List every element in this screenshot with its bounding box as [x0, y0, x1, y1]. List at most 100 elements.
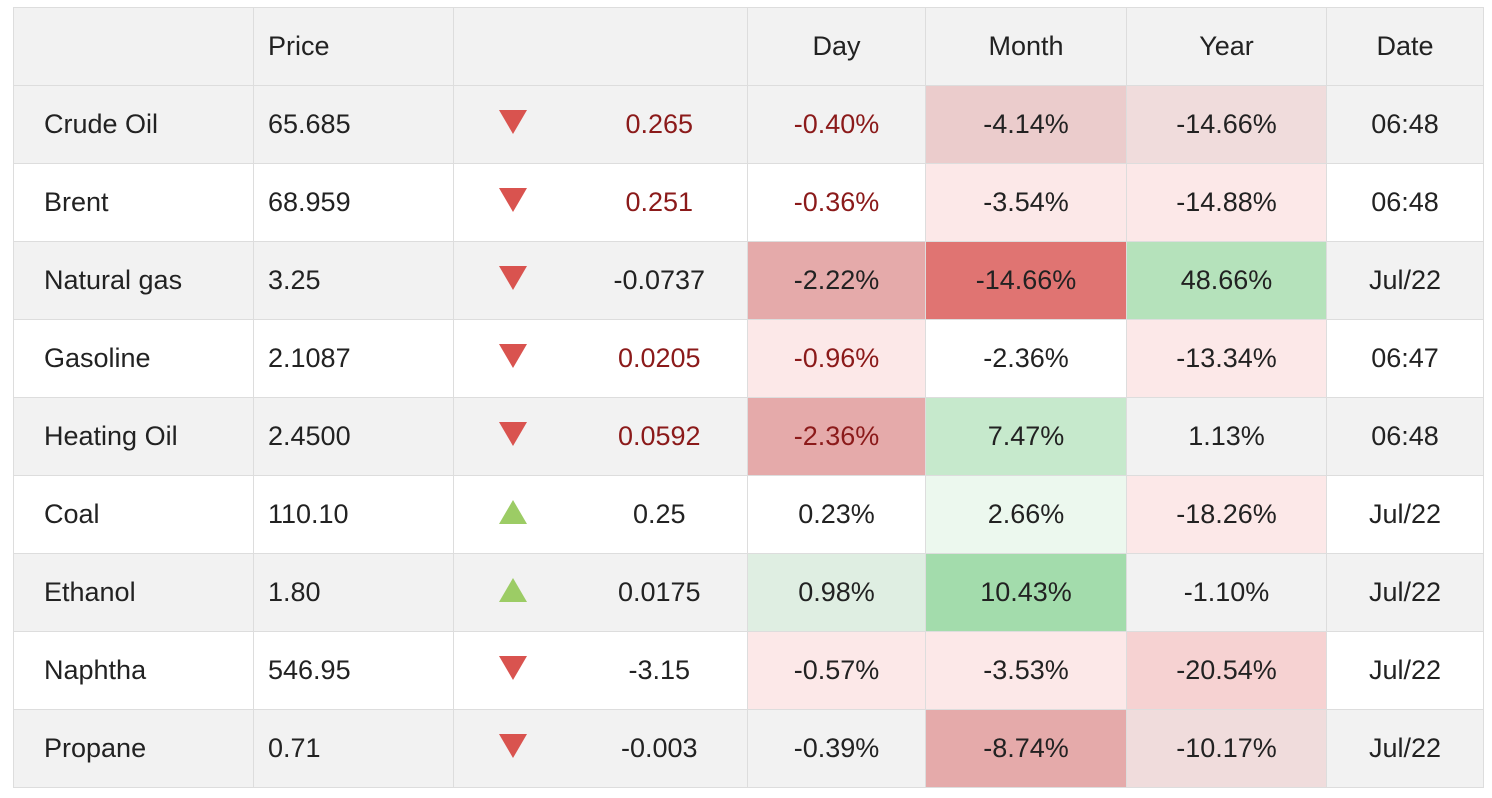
day-percent-cell: 0.98%: [747, 553, 926, 632]
date-cell: Jul/22: [1326, 631, 1484, 710]
date-cell: 06:47: [1326, 319, 1484, 398]
commodity-name-link[interactable]: Propane: [13, 709, 254, 788]
day-percent-cell: 0.23%: [747, 475, 926, 554]
direction-cell: [453, 163, 572, 242]
header-price[interactable]: Price: [253, 7, 454, 86]
date-cell: Jul/22: [1326, 475, 1484, 554]
year-percent-cell: -13.34%: [1126, 319, 1327, 398]
triangle-down-icon: [498, 187, 527, 212]
direction-cell: [453, 475, 572, 554]
date-cell: 06:48: [1326, 397, 1484, 476]
header-date[interactable]: Date: [1326, 7, 1484, 86]
change-cell: 0.25: [571, 475, 748, 554]
table-row[interactable]: Coal 110.10 0.25 0.23% 2.66% -18.26% Jul/22: [13, 475, 1484, 554]
month-percent-cell: -4.14%: [925, 85, 1127, 164]
price-cell: 3.25: [253, 241, 454, 320]
table-row[interactable]: Propane 0.71 -0.003 -0.39% -8.74% -10.17% Jul/…: [13, 709, 1484, 788]
month-percent-cell: -3.53%: [925, 631, 1127, 710]
table-row[interactable]: Brent 68.959 0.251 -0.36% -3.54% -14.88% 06:48: [13, 163, 1484, 242]
year-percent-cell: -20.54%: [1126, 631, 1327, 710]
year-percent-cell: -1.10%: [1126, 553, 1327, 632]
month-percent-cell: 10.43%: [925, 553, 1127, 632]
commodity-name-link[interactable]: Gasoline: [13, 319, 254, 398]
direction-cell: [453, 241, 572, 320]
table-row[interactable]: Ethanol 1.80 0.0175 0.98% 10.43% -1.10% Jul/22: [13, 553, 1484, 632]
day-percent-cell: -0.39%: [747, 709, 926, 788]
change-cell: -0.0737: [571, 241, 748, 320]
month-percent-cell: -14.66%: [925, 241, 1127, 320]
change-cell: 0.0205: [571, 319, 748, 398]
direction-cell: [453, 709, 572, 788]
triangle-down-icon: [498, 109, 527, 134]
table-row[interactable]: Crude Oil 65.685 0.265 -0.40% -4.14% -14.66% 0…: [13, 85, 1484, 164]
table-row[interactable]: Gasoline 2.1087 0.0205 -0.96% -2.36% -13.34% 0…: [13, 319, 1484, 398]
commodities-table: Price Day Month Year Date Crude Oil 65.68…: [13, 7, 1484, 788]
month-percent-cell: -2.36%: [925, 319, 1127, 398]
price-cell: 1.80: [253, 553, 454, 632]
date-cell: 06:48: [1326, 85, 1484, 164]
commodity-name-link[interactable]: Heating Oil: [13, 397, 254, 476]
commodity-name-link[interactable]: Crude Oil: [13, 85, 254, 164]
triangle-up-icon: [498, 577, 527, 602]
year-percent-cell: -10.17%: [1126, 709, 1327, 788]
commodities-table-container: Price Day Month Year Date Crude Oil 65.68…: [13, 7, 1484, 788]
month-percent-cell: -8.74%: [925, 709, 1127, 788]
table-row[interactable]: Natural gas 3.25 -0.0737 -2.22% -14.66% 48.66…: [13, 241, 1484, 320]
price-cell: 65.685: [253, 85, 454, 164]
table-row[interactable]: Naphtha 546.95 -3.15 -0.57% -3.53% -20.54% Jul…: [13, 631, 1484, 710]
commodity-name-link[interactable]: Coal: [13, 475, 254, 554]
triangle-up-icon: [498, 499, 527, 524]
day-percent-cell: -0.40%: [747, 85, 926, 164]
change-cell: 0.265: [571, 85, 748, 164]
header-name: [13, 7, 254, 86]
change-cell: 0.0175: [571, 553, 748, 632]
month-percent-cell: 7.47%: [925, 397, 1127, 476]
commodity-name-link[interactable]: Naphtha: [13, 631, 254, 710]
triangle-down-icon: [498, 265, 527, 290]
day-percent-cell: -2.36%: [747, 397, 926, 476]
day-percent-cell: -0.57%: [747, 631, 926, 710]
triangle-down-icon: [498, 421, 527, 446]
price-cell: 546.95: [253, 631, 454, 710]
table-header-row: Price Day Month Year Date: [13, 7, 1484, 86]
change-cell: -3.15: [571, 631, 748, 710]
header-arrow: [453, 7, 572, 86]
direction-cell: [453, 553, 572, 632]
date-cell: Jul/22: [1326, 241, 1484, 320]
header-year[interactable]: Year: [1126, 7, 1327, 86]
table-row[interactable]: Heating Oil 2.4500 0.0592 -2.36% 7.47% 1.13% 0…: [13, 397, 1484, 476]
date-cell: Jul/22: [1326, 709, 1484, 788]
month-percent-cell: -3.54%: [925, 163, 1127, 242]
header-day[interactable]: Day: [747, 7, 926, 86]
change-cell: -0.003: [571, 709, 748, 788]
date-cell: 06:48: [1326, 163, 1484, 242]
change-cell: 0.251: [571, 163, 748, 242]
commodity-name-link[interactable]: Brent: [13, 163, 254, 242]
commodity-name-link[interactable]: Natural gas: [13, 241, 254, 320]
price-cell: 68.959: [253, 163, 454, 242]
day-percent-cell: -0.36%: [747, 163, 926, 242]
year-percent-cell: -14.88%: [1126, 163, 1327, 242]
direction-cell: [453, 85, 572, 164]
header-change: [571, 7, 748, 86]
triangle-down-icon: [498, 655, 527, 680]
month-percent-cell: 2.66%: [925, 475, 1127, 554]
price-cell: 2.1087: [253, 319, 454, 398]
direction-cell: [453, 319, 572, 398]
day-percent-cell: -2.22%: [747, 241, 926, 320]
triangle-down-icon: [498, 343, 527, 368]
commodity-name-link[interactable]: Ethanol: [13, 553, 254, 632]
direction-cell: [453, 397, 572, 476]
year-percent-cell: 48.66%: [1126, 241, 1327, 320]
header-month[interactable]: Month: [925, 7, 1127, 86]
direction-cell: [453, 631, 572, 710]
year-percent-cell: -18.26%: [1126, 475, 1327, 554]
day-percent-cell: -0.96%: [747, 319, 926, 398]
triangle-down-icon: [498, 733, 527, 758]
year-percent-cell: -14.66%: [1126, 85, 1327, 164]
change-cell: 0.0592: [571, 397, 748, 476]
year-percent-cell: 1.13%: [1126, 397, 1327, 476]
date-cell: Jul/22: [1326, 553, 1484, 632]
price-cell: 0.71: [253, 709, 454, 788]
price-cell: 2.4500: [253, 397, 454, 476]
